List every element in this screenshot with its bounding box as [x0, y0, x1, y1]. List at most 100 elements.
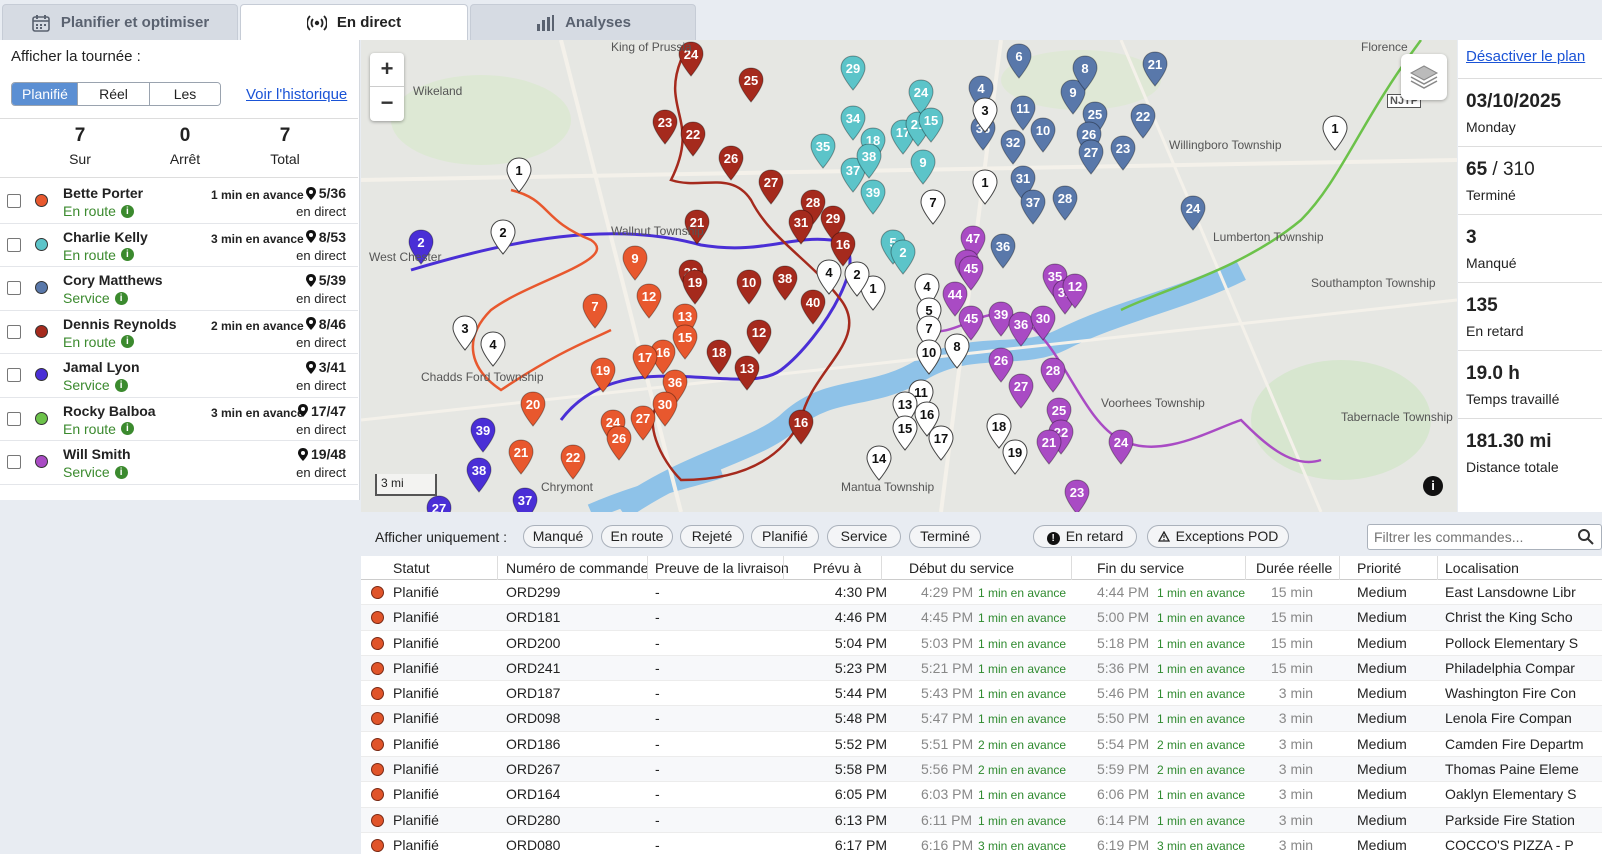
- stop-marker-pin[interactable]: 26: [606, 425, 632, 461]
- stop-marker-pin[interactable]: 9: [910, 149, 936, 185]
- stop-marker-pin[interactable]: 12: [636, 283, 662, 319]
- driver-checkbox[interactable]: [7, 411, 21, 426]
- stop-marker-pin[interactable]: 34: [840, 105, 866, 141]
- stop-marker-pin[interactable]: 29: [820, 205, 846, 241]
- stop-marker-pin[interactable]: 24: [908, 79, 934, 115]
- info-icon[interactable]: i: [120, 335, 134, 348]
- stop-marker-pin[interactable]: 3: [452, 315, 478, 351]
- stop-marker-pin[interactable]: 45: [958, 305, 984, 341]
- stop-marker-pin[interactable]: 24: [678, 41, 704, 77]
- tab-live[interactable]: En direct: [240, 4, 468, 40]
- stop-marker-pin[interactable]: 32: [1000, 129, 1026, 165]
- stop-marker-pin[interactable]: 13: [734, 355, 760, 391]
- stop-marker-pin[interactable]: 10: [736, 269, 762, 305]
- driver-checkbox[interactable]: [7, 324, 21, 339]
- stop-marker-pin[interactable]: 19: [682, 269, 708, 305]
- stop-marker-pin[interactable]: 12: [746, 319, 772, 355]
- stop-marker-pin[interactable]: 7: [920, 189, 946, 225]
- stop-marker-pin[interactable]: 36: [990, 233, 1016, 269]
- table-row[interactable]: Planifié ORD098 - 5:48 PM 5:47 PM 1 min en av…: [361, 706, 1602, 732]
- driver-row[interactable]: Rocky Balboa En route i 3 min en avance 17/4…: [0, 398, 358, 441]
- stop-marker-pin[interactable]: 12: [1062, 273, 1088, 309]
- stop-marker-pin[interactable]: 2: [408, 229, 434, 265]
- stop-marker-pin[interactable]: 31: [788, 209, 814, 245]
- stop-marker-pin[interactable]: 39: [860, 179, 886, 215]
- stop-marker-pin[interactable]: 38: [466, 457, 492, 493]
- stop-marker-pin[interactable]: 38: [856, 143, 882, 179]
- stop-marker-pin[interactable]: 2: [490, 219, 516, 255]
- stop-marker-pin[interactable]: 25: [738, 67, 764, 103]
- stop-marker-pin[interactable]: 40: [800, 289, 826, 325]
- filter-chip-planned[interactable]: Planifié: [751, 525, 819, 548]
- stop-marker-pin[interactable]: 14: [866, 445, 892, 481]
- stop-marker-pin[interactable]: 23: [652, 109, 678, 145]
- stop-marker-pin[interactable]: 30: [652, 391, 678, 427]
- stop-marker-pin[interactable]: 29: [840, 55, 866, 91]
- column-header[interactable]: Durée réelle: [1256, 560, 1333, 576]
- stop-marker-pin[interactable]: 22: [680, 121, 706, 157]
- stop-marker-pin[interactable]: 18: [706, 339, 732, 375]
- stop-marker-pin[interactable]: 11: [1010, 95, 1036, 131]
- stop-marker-pin[interactable]: 23: [1110, 135, 1136, 171]
- stop-marker-pin[interactable]: 9: [622, 245, 648, 281]
- stop-marker-pin[interactable]: 37: [840, 157, 866, 193]
- stop-marker-pin[interactable]: 19: [590, 357, 616, 393]
- stop-marker-pin[interactable]: 20: [520, 391, 546, 427]
- driver-row[interactable]: Cory Matthews Service i 5/39 en direct: [0, 267, 358, 311]
- table-row[interactable]: Planifié ORD299 - 4:30 PM 4:29 PM 1 min en av…: [361, 580, 1602, 606]
- stop-marker-pin[interactable]: 37: [1020, 189, 1046, 225]
- stop-marker-pin[interactable]: 1: [972, 169, 998, 205]
- stop-marker-pin[interactable]: 36: [1008, 311, 1034, 347]
- filter-chip-en-route[interactable]: En route: [601, 525, 673, 548]
- driver-checkbox[interactable]: [7, 368, 21, 382]
- zoom-out-button[interactable]: −: [380, 90, 394, 115]
- stop-marker-pin[interactable]: 21: [1036, 429, 1062, 465]
- column-header[interactable]: Début du service: [909, 560, 1015, 576]
- stop-marker-pin[interactable]: 21: [684, 209, 710, 245]
- info-icon[interactable]: i: [120, 248, 134, 261]
- column-header[interactable]: Statut: [393, 560, 430, 576]
- segment-both[interactable]: Les deux: [150, 83, 220, 105]
- stop-marker-pin[interactable]: 45: [958, 255, 984, 291]
- stop-marker-pin[interactable]: 38: [772, 265, 798, 301]
- table-row[interactable]: Planifié ORD164 - 6:05 PM 6:03 PM 1 min en av…: [361, 782, 1602, 808]
- stop-marker-pin[interactable]: 1: [1322, 115, 1348, 151]
- stop-marker-pin[interactable]: 10: [1030, 117, 1056, 153]
- stop-marker-pin[interactable]: 39: [470, 417, 496, 453]
- column-header[interactable]: Localisation: [1445, 560, 1519, 576]
- stop-marker-pin[interactable]: 27: [1008, 373, 1034, 409]
- stop-marker-pin[interactable]: 21: [1142, 51, 1168, 87]
- driver-row[interactable]: Bette Porter En route i 1 min en avance 5/36…: [0, 180, 358, 224]
- info-icon[interactable]: i: [120, 422, 134, 435]
- segment-planned[interactable]: Planifié: [12, 83, 78, 105]
- stop-marker-pin[interactable]: 16: [650, 339, 676, 375]
- stop-marker-pin[interactable]: 27: [630, 405, 656, 441]
- filter-chip-missed[interactable]: Manqué: [523, 525, 593, 548]
- filter-chip-pod-exceptions[interactable]: Exceptions POD: [1147, 525, 1289, 548]
- stop-marker-pin[interactable]: 2: [890, 239, 916, 275]
- table-row[interactable]: Planifié ORD181 - 4:46 PM 4:45 PM 1 min en av…: [361, 605, 1602, 631]
- stop-marker-pin[interactable]: 30: [1030, 305, 1056, 341]
- table-row[interactable]: Planifié ORD280 - 6:13 PM 6:11 PM 1 min en av…: [361, 807, 1602, 833]
- stop-marker-pin[interactable]: 8: [944, 333, 970, 369]
- stop-marker-pin[interactable]: 4: [480, 331, 506, 367]
- stop-marker-pin[interactable]: 26: [718, 145, 744, 181]
- stop-marker-pin[interactable]: 16: [914, 401, 940, 437]
- stop-marker-pin[interactable]: 27: [426, 495, 452, 512]
- stop-marker-pin[interactable]: 19: [1002, 439, 1028, 475]
- history-link[interactable]: Voir l'historique: [246, 86, 348, 103]
- column-header[interactable]: Fin du service: [1097, 560, 1185, 576]
- stop-marker-pin[interactable]: 3: [972, 97, 998, 133]
- stop-marker-pin[interactable]: 23: [1064, 479, 1090, 512]
- stop-marker-pin[interactable]: 37: [512, 487, 538, 512]
- stop-marker-pin[interactable]: 16: [830, 231, 856, 267]
- search-icon[interactable]: [1577, 528, 1595, 546]
- info-icon[interactable]: i: [120, 204, 134, 218]
- stop-marker-pin[interactable]: 17: [632, 344, 658, 380]
- driver-row[interactable]: Dennis Reynolds En route i 2 min en avance 8…: [0, 311, 358, 354]
- stop-marker-pin[interactable]: 10: [916, 339, 942, 375]
- deactivate-plan-link[interactable]: Désactiver le plan: [1466, 48, 1586, 65]
- table-row[interactable]: Planifié ORD186 - 5:52 PM 5:51 PM 2 min en av…: [361, 732, 1602, 758]
- stop-marker-pin[interactable]: 35: [810, 133, 836, 169]
- column-header[interactable]: Priorité: [1357, 560, 1402, 576]
